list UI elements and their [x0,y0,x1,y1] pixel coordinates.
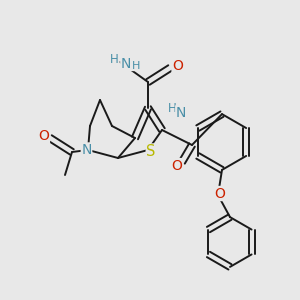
Text: S: S [146,144,156,159]
Text: H: H [110,53,119,66]
Text: O: O [214,187,225,200]
Text: O: O [171,159,182,172]
Text: H: H [168,103,176,116]
Text: O: O [172,59,183,74]
Text: O: O [39,130,50,143]
Text: N: N [81,143,92,157]
Text: H: H [131,61,140,70]
Text: N: N [176,106,186,120]
Text: N: N [121,56,131,70]
